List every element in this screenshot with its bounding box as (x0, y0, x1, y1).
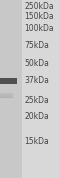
Text: 100kDa: 100kDa (24, 24, 54, 33)
Text: 250kDa: 250kDa (24, 2, 54, 11)
Text: 25kDa: 25kDa (24, 96, 49, 105)
Bar (0, 78, 17, 84)
Text: 20kDa: 20kDa (24, 112, 49, 121)
Text: 75kDa: 75kDa (24, 41, 49, 50)
Bar (0, 0, 22, 178)
Text: 37kDa: 37kDa (24, 77, 49, 85)
Text: 15kDa: 15kDa (24, 137, 49, 146)
Text: 50kDa: 50kDa (24, 59, 49, 68)
Text: 150kDa: 150kDa (24, 12, 54, 21)
